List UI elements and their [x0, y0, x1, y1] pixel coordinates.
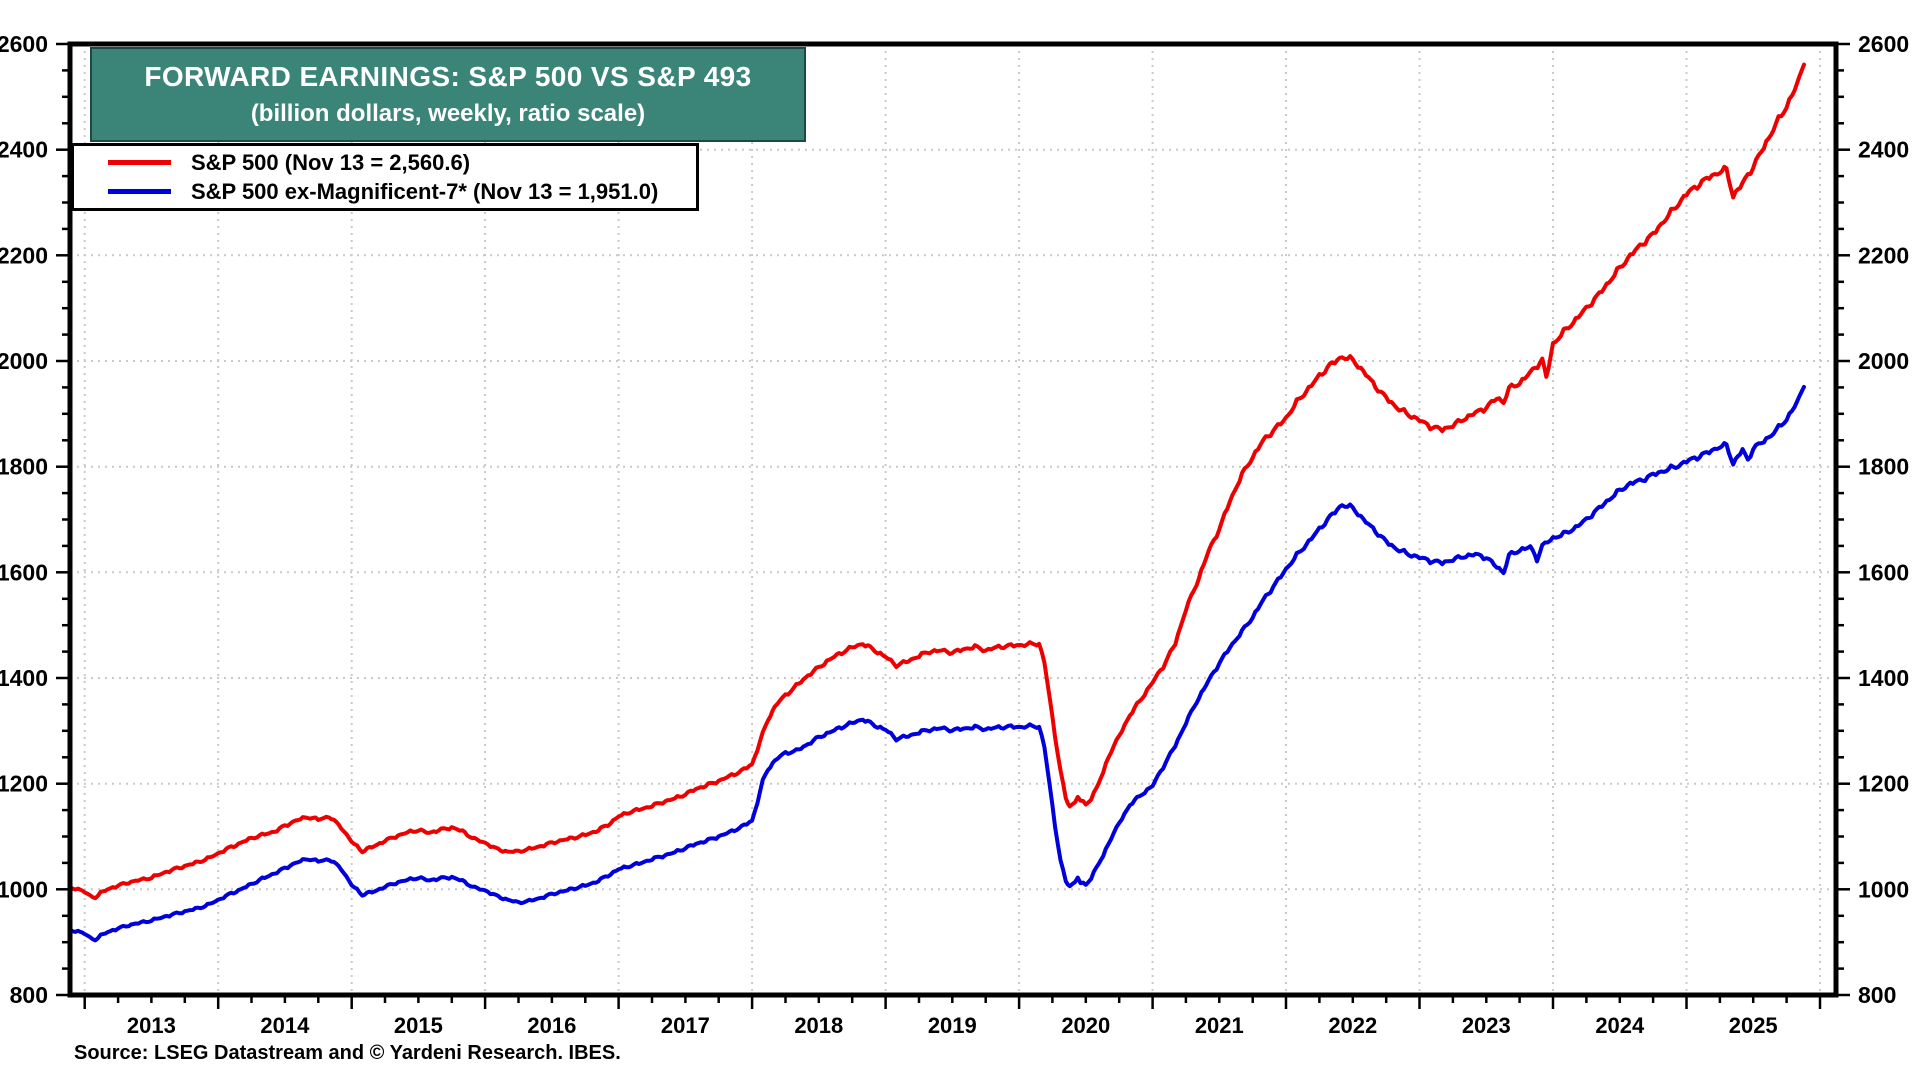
svg-text:1200: 1200 — [1858, 771, 1909, 797]
svg-text:800: 800 — [1858, 982, 1896, 1008]
svg-text:2200: 2200 — [0, 242, 48, 268]
svg-text:1600: 1600 — [0, 559, 48, 585]
svg-text:2013: 2013 — [127, 1013, 176, 1038]
legend-item-sp500: S&P 500 (Nov 13 = 2,560.6) — [74, 148, 696, 177]
svg-text:2000: 2000 — [1858, 348, 1909, 374]
svg-text:2018: 2018 — [794, 1013, 843, 1038]
red-line-swatch-icon — [108, 160, 171, 165]
svg-text:2024: 2024 — [1595, 1013, 1645, 1038]
blue-line-swatch-icon — [108, 189, 171, 194]
legend: S&P 500 (Nov 13 = 2,560.6) S&P 500 ex-Ma… — [71, 143, 699, 211]
svg-text:800: 800 — [10, 982, 48, 1008]
legend-item-sp500-ex-mag7: S&P 500 ex-Magnificent-7* (Nov 13 = 1,95… — [74, 177, 696, 206]
svg-text:2021: 2021 — [1195, 1013, 1244, 1038]
svg-text:2016: 2016 — [527, 1013, 576, 1038]
legend-label-sp500: S&P 500 (Nov 13 = 2,560.6) — [191, 149, 471, 175]
svg-text:1400: 1400 — [1858, 665, 1909, 691]
svg-text:2600: 2600 — [1858, 31, 1909, 57]
svg-text:2020: 2020 — [1061, 1013, 1110, 1038]
legend-label-sp500-ex-mag7: S&P 500 ex-Magnificent-7* (Nov 13 = 1,95… — [191, 178, 659, 204]
svg-text:1400: 1400 — [0, 665, 48, 691]
svg-text:2015: 2015 — [394, 1013, 443, 1038]
source-note: Source: LSEG Datastream and © Yardeni Re… — [74, 1042, 621, 1064]
svg-text:2025: 2025 — [1729, 1013, 1778, 1038]
svg-text:2023: 2023 — [1462, 1013, 1511, 1038]
svg-text:1800: 1800 — [0, 454, 48, 480]
svg-text:1000: 1000 — [1858, 876, 1909, 902]
svg-text:2022: 2022 — [1328, 1013, 1377, 1038]
svg-text:2400: 2400 — [0, 137, 48, 163]
svg-text:2019: 2019 — [928, 1013, 977, 1038]
svg-text:1200: 1200 — [0, 771, 48, 797]
svg-text:2200: 2200 — [1858, 242, 1909, 268]
chart-title: FORWARD EARNINGS: S&P 500 VS S&P 493 — [144, 61, 752, 92]
svg-text:2600: 2600 — [0, 31, 48, 57]
svg-text:2017: 2017 — [661, 1013, 710, 1038]
svg-text:2000: 2000 — [0, 348, 48, 374]
svg-text:2014: 2014 — [260, 1013, 310, 1038]
svg-text:1000: 1000 — [0, 876, 48, 902]
chart-title-box: FORWARD EARNINGS: S&P 500 VS S&P 493 (bi… — [90, 47, 806, 142]
svg-text:2400: 2400 — [1858, 137, 1909, 163]
chart-subtitle: (billion dollars, weekly, ratio scale) — [250, 100, 646, 127]
svg-text:1800: 1800 — [1858, 454, 1909, 480]
svg-text:1600: 1600 — [1858, 559, 1909, 585]
